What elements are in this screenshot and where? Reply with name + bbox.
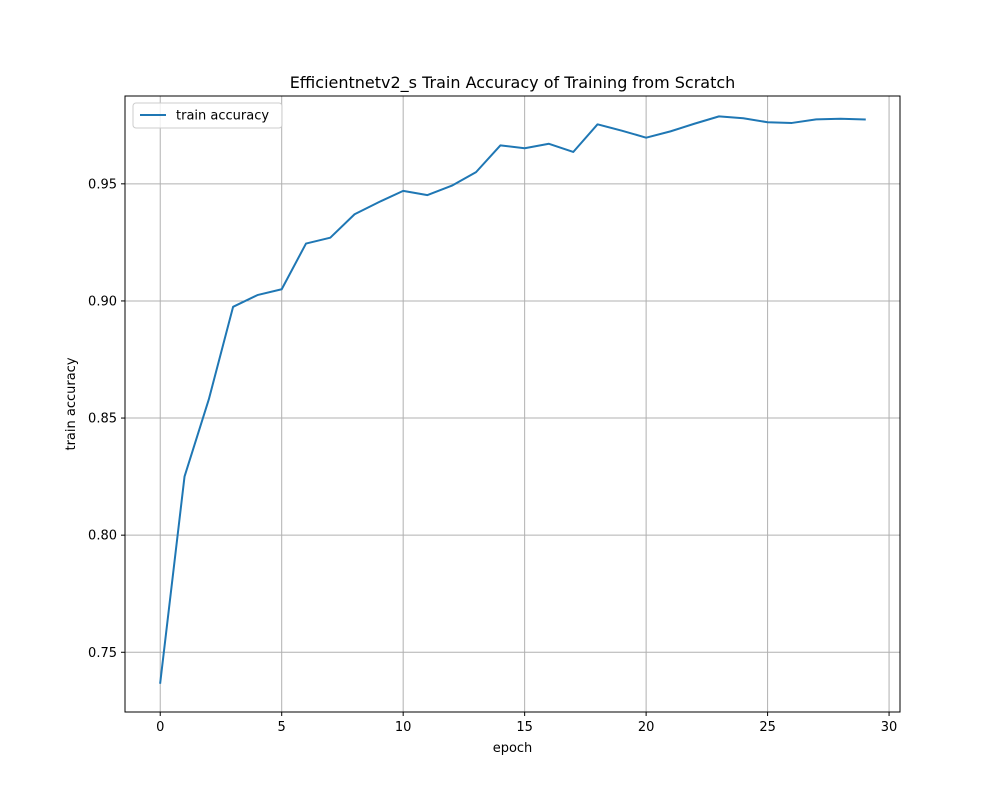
x-tick-label: 15 — [516, 720, 533, 735]
x-tick-label: 0 — [156, 720, 164, 735]
x-tick-label: 30 — [881, 720, 898, 735]
x-tick-label: 10 — [395, 720, 412, 735]
plot-area-frame — [124, 95, 901, 713]
y-axis-label: train accuracy — [64, 357, 79, 450]
x-tick-label: 5 — [278, 720, 286, 735]
x-tick-label: 25 — [759, 720, 776, 735]
legend: train accuracy — [132, 102, 283, 129]
legend-box — [132, 102, 283, 129]
chart-title: Efficientnetv2_s Train Accuracy of Train… — [290, 73, 736, 93]
y-tick-label: 0.80 — [88, 529, 117, 544]
y-tick-label: 0.90 — [88, 294, 117, 309]
legend-label: train accuracy — [176, 109, 269, 124]
y-tick-label: 0.85 — [88, 412, 117, 427]
x-axis-label: epoch — [493, 741, 533, 756]
y-tick-label: 0.75 — [88, 646, 117, 661]
series-line-train-accuracy — [159, 115, 866, 684]
x-tick-label: 20 — [638, 720, 655, 735]
y-tick-label: 0.95 — [88, 177, 117, 192]
